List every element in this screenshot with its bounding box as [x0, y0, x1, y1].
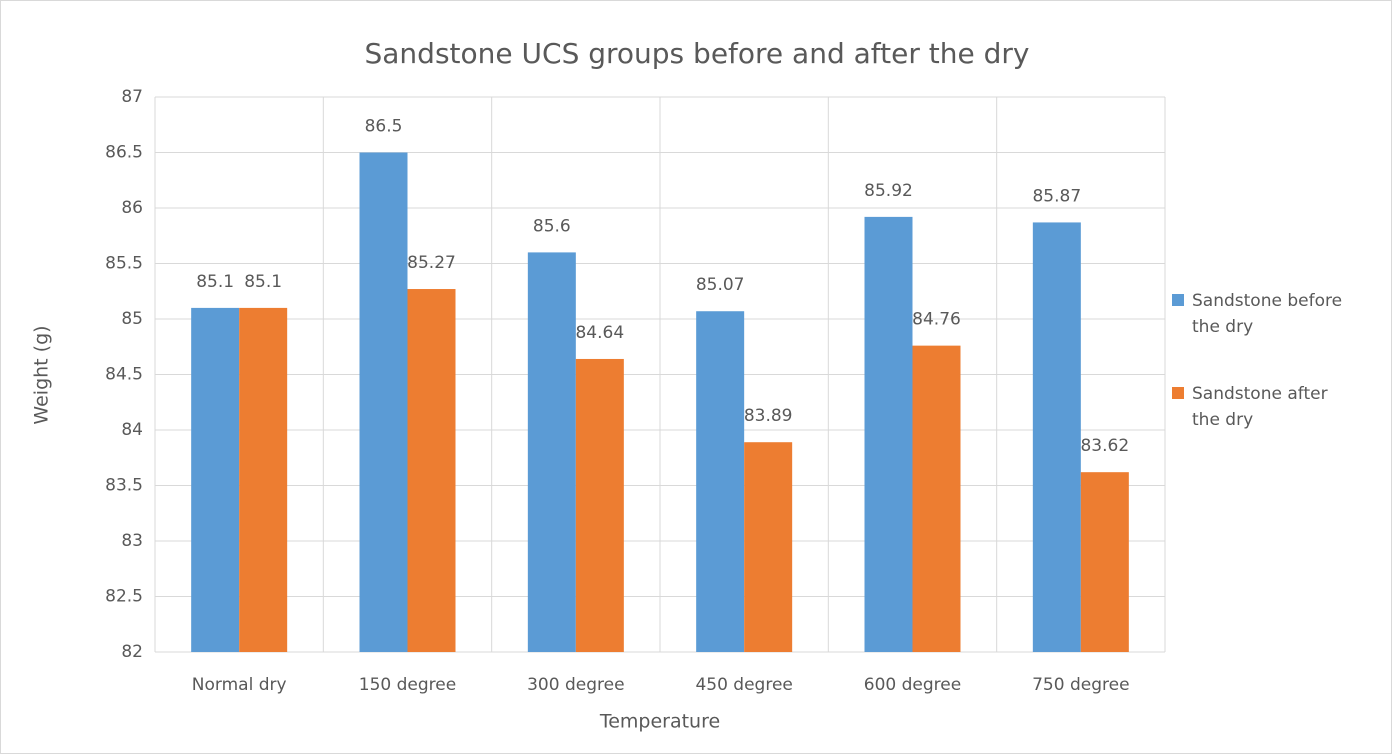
data-label: 84.64 — [575, 323, 624, 343]
legend-label: Sandstone before the dry — [1192, 291, 1343, 337]
data-label: 85.1 — [244, 272, 282, 292]
y-tick-label: 86 — [121, 198, 143, 218]
bar — [912, 345, 961, 652]
y-tick-label: 85 — [121, 309, 143, 329]
data-label: 85.27 — [407, 253, 456, 273]
y-tick-label: 87 — [121, 87, 143, 107]
data-label: 85.92 — [864, 181, 913, 201]
data-label: 86.5 — [365, 117, 403, 137]
bar — [696, 311, 745, 652]
bar — [864, 216, 913, 652]
y-tick-label: 84 — [121, 420, 143, 440]
data-label: 85.07 — [696, 275, 745, 295]
x-tick-label: 750 degree — [1032, 675, 1129, 695]
legend-label: Sandstone after the dry — [1192, 384, 1328, 430]
x-axis-title: Temperature — [599, 711, 720, 733]
x-tick-label: 300 degree — [527, 675, 624, 695]
x-tick-label: 150 degree — [359, 675, 456, 695]
bar — [239, 307, 288, 652]
bar — [359, 152, 408, 652]
y-tick-label: 84.5 — [105, 365, 143, 385]
bar — [1080, 472, 1129, 652]
bar — [527, 252, 576, 652]
bar — [575, 358, 624, 652]
data-label: 85.1 — [196, 272, 234, 292]
data-label: 83.89 — [744, 406, 793, 426]
legend-swatch — [1172, 294, 1184, 306]
data-label: 83.62 — [1080, 436, 1129, 456]
bar — [1032, 222, 1081, 652]
legend-swatch — [1172, 387, 1184, 399]
y-tick-label: 86.5 — [105, 143, 143, 163]
bar — [407, 289, 456, 652]
legend-item: Sandstone after the dry — [1172, 381, 1357, 433]
legend-item: Sandstone before the dry — [1172, 288, 1357, 340]
y-tick-label: 83 — [121, 531, 143, 551]
y-axis-title: Weight (g) — [31, 325, 53, 424]
bar — [191, 307, 240, 652]
bar — [744, 442, 793, 652]
x-tick-label: Normal dry — [192, 675, 287, 695]
data-label: 85.6 — [533, 216, 571, 236]
x-tick-label: 450 degree — [695, 675, 792, 695]
data-label: 85.87 — [1032, 186, 1081, 206]
y-tick-label: 83.5 — [105, 476, 143, 496]
x-tick-label: 600 degree — [864, 675, 961, 695]
chart-title: Sandstone UCS groups before and after th… — [365, 37, 1030, 70]
y-tick-label: 82 — [121, 642, 143, 662]
y-tick-label: 82.5 — [105, 587, 143, 607]
data-label: 84.76 — [912, 310, 961, 330]
y-tick-label: 85.5 — [105, 254, 143, 274]
